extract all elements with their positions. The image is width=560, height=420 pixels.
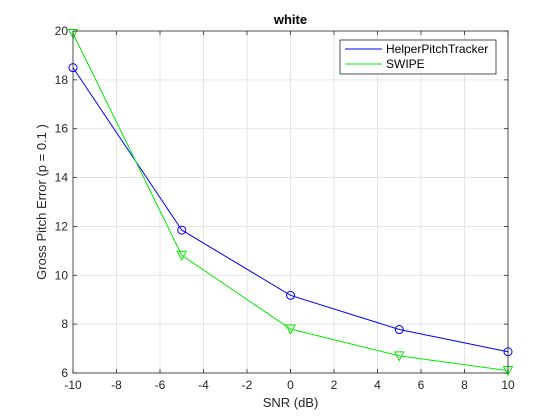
x-tick-label: 8 — [461, 378, 468, 392]
y-tick-label: 12 — [55, 219, 69, 233]
y-tick-label: 10 — [55, 268, 69, 282]
x-tick-label: -10 — [64, 378, 82, 392]
y-tick-label: 8 — [61, 317, 68, 331]
y-tick-label: 18 — [55, 73, 69, 87]
legend-box — [339, 39, 497, 75]
legend-label: SWIPE — [386, 57, 425, 71]
x-tick-label: -4 — [198, 378, 209, 392]
data-point — [176, 250, 188, 261]
data-point — [67, 28, 79, 40]
data-point — [285, 324, 296, 335]
y-axis-label: Gross Pitch Error (p = 0.1 ) — [34, 124, 49, 280]
x-tick-label: 0 — [287, 378, 294, 392]
x-tick-label: -6 — [155, 378, 166, 392]
x-tick-label: -2 — [242, 378, 253, 392]
x-tick-label: -8 — [111, 378, 122, 392]
y-tick-label: 16 — [55, 122, 69, 136]
chart-title: white — [273, 12, 307, 27]
x-tick-label: 2 — [331, 378, 338, 392]
series-line — [72, 67, 509, 353]
data-point — [286, 290, 295, 300]
x-tick-label: 6 — [418, 378, 425, 392]
x-tick-label: 4 — [374, 378, 381, 392]
legend-label: HelperPitchTracker — [386, 42, 488, 56]
series-line — [72, 33, 509, 372]
data-point — [393, 351, 405, 362]
x-tick-label: 10 — [501, 378, 515, 392]
x-axis-label: SNR (dB) — [263, 395, 319, 410]
data-point — [394, 325, 404, 335]
y-tick-label: 6 — [61, 366, 68, 380]
data-point — [177, 225, 187, 235]
y-tick-label: 20 — [55, 24, 69, 38]
axis-ticks: -10 -8 -6 -4 -2 0 2 4 6 8 10 6 8 10 12 14 16 18 20 — [55, 24, 515, 392]
y-tick-label: 14 — [55, 171, 69, 185]
